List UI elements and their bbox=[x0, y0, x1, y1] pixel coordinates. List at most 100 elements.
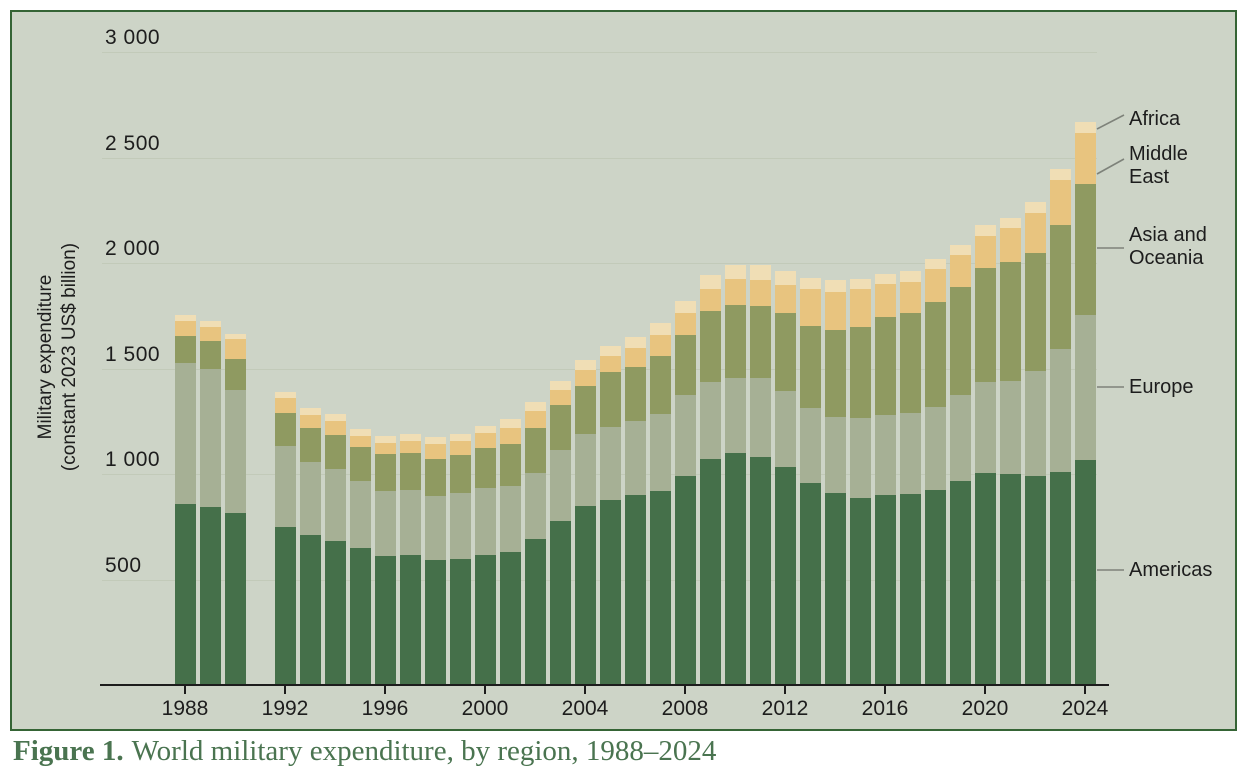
bar-2004-asia_oceania-segment bbox=[574, 386, 596, 435]
legend-label-europe: Europe bbox=[1129, 376, 1194, 398]
bar-1997-americas-segment bbox=[399, 555, 421, 685]
bar-1997-middle_east-segment bbox=[399, 440, 421, 453]
bar-2007-asia_oceania-segment bbox=[649, 356, 671, 415]
bar-1999 bbox=[449, 433, 471, 685]
bar-2024-asia_oceania-segment bbox=[1074, 184, 1096, 316]
bar-2020-africa-segment bbox=[974, 225, 996, 236]
bar-2002-asia_oceania-segment bbox=[524, 427, 546, 473]
x-axis-tick bbox=[984, 686, 986, 694]
bar-1993 bbox=[299, 408, 321, 685]
bar-2007-americas-segment bbox=[649, 491, 671, 685]
bar-2002-europe-segment bbox=[524, 472, 546, 540]
bar-1994-middle_east-segment bbox=[324, 420, 346, 435]
bar-2016-middle_east-segment bbox=[874, 283, 896, 318]
figure-caption: Figure 1. World military expenditure, by … bbox=[13, 735, 716, 768]
bar-2017-africa-segment bbox=[899, 271, 921, 282]
bar-1990-middle_east-segment bbox=[224, 339, 246, 360]
bar-2022-europe-segment bbox=[1024, 370, 1046, 477]
bar-1993-europe-segment bbox=[299, 461, 321, 536]
bar-2011 bbox=[749, 265, 771, 685]
bar-2010-americas-segment bbox=[724, 452, 746, 685]
bar-2008-europe-segment bbox=[674, 394, 696, 477]
bar-1995-middle_east-segment bbox=[349, 435, 371, 448]
bar-1989-middle_east-segment bbox=[199, 326, 221, 341]
bar-2021-americas-segment bbox=[999, 473, 1021, 685]
bar-2021-asia_oceania-segment bbox=[999, 261, 1021, 381]
gridline-2500 bbox=[102, 157, 1097, 159]
bar-1993-middle_east-segment bbox=[299, 414, 321, 428]
bar-1993-asia_oceania-segment bbox=[299, 427, 321, 462]
bar-1995-americas-segment bbox=[349, 548, 371, 685]
bar-2004-europe-segment bbox=[574, 434, 596, 507]
bar-1988 bbox=[174, 315, 196, 685]
bar-1990-europe-segment bbox=[224, 389, 246, 514]
bar-2014-americas-segment bbox=[824, 493, 846, 685]
x-axis-tick-label: 2000 bbox=[461, 697, 509, 720]
bar-2018 bbox=[924, 258, 946, 685]
bar-2010-africa-segment bbox=[724, 265, 746, 280]
bar-2022-asia_oceania-segment bbox=[1024, 252, 1046, 371]
bar-2021-africa-segment bbox=[999, 217, 1021, 228]
bar-2012 bbox=[774, 270, 796, 685]
bar-2014-middle_east-segment bbox=[824, 291, 846, 330]
bar-2015-europe-segment bbox=[849, 418, 871, 498]
bar-2002-africa-segment bbox=[524, 402, 546, 411]
bar-2000-americas-segment bbox=[474, 555, 496, 685]
bar-1999-middle_east-segment bbox=[449, 440, 471, 455]
bar-2024-americas-segment bbox=[1074, 460, 1096, 685]
bar-2009-asia_oceania-segment bbox=[699, 311, 721, 382]
bar-1992-americas-segment bbox=[274, 526, 296, 685]
bar-2022-americas-segment bbox=[1024, 476, 1046, 685]
bar-2001-africa-segment bbox=[499, 418, 521, 428]
bar-2002 bbox=[524, 402, 546, 685]
bar-2000-africa-segment bbox=[474, 425, 496, 434]
bar-1994-africa-segment bbox=[324, 413, 346, 421]
bar-2002-middle_east-segment bbox=[524, 410, 546, 428]
bar-2021-middle_east-segment bbox=[999, 227, 1021, 262]
bar-2010-asia_oceania-segment bbox=[724, 304, 746, 379]
bar-2009-americas-segment bbox=[699, 459, 721, 685]
bar-1997-asia_oceania-segment bbox=[399, 452, 421, 491]
bar-1989-americas-segment bbox=[199, 506, 221, 685]
bar-2008 bbox=[674, 300, 696, 685]
bar-1995-asia_oceania-segment bbox=[349, 447, 371, 482]
legend-label-middle-east: Middle East bbox=[1129, 143, 1188, 188]
bar-2008-americas-segment bbox=[674, 476, 696, 685]
bar-2007-africa-segment bbox=[649, 322, 671, 335]
bar-2013-europe-segment bbox=[799, 407, 821, 483]
bar-1996 bbox=[374, 435, 396, 685]
bar-2011-africa-segment bbox=[749, 265, 771, 281]
bar-1997-europe-segment bbox=[399, 490, 421, 555]
bar-2024 bbox=[1074, 122, 1096, 685]
bar-2019-asia_oceania-segment bbox=[949, 286, 971, 395]
bar-2009 bbox=[699, 274, 721, 685]
bar-2003-africa-segment bbox=[549, 380, 571, 391]
bar-2014 bbox=[824, 280, 846, 685]
bar-2022-middle_east-segment bbox=[1024, 212, 1046, 253]
bar-2018-middle_east-segment bbox=[924, 268, 946, 303]
bar-2012-europe-segment bbox=[774, 391, 796, 467]
bar-2016 bbox=[874, 273, 896, 685]
bar-2018-americas-segment bbox=[924, 490, 946, 685]
x-axis-tick-label: 2008 bbox=[661, 697, 709, 720]
y-axis-tick-label: 1 500 bbox=[105, 342, 161, 366]
bar-2021-europe-segment bbox=[999, 380, 1021, 474]
bar-2017-americas-segment bbox=[899, 494, 921, 685]
bar-2003-europe-segment bbox=[549, 450, 571, 522]
bar-2001-middle_east-segment bbox=[499, 427, 521, 444]
bar-2013-africa-segment bbox=[799, 277, 821, 290]
bar-1997-africa-segment bbox=[399, 433, 421, 441]
bar-1999-europe-segment bbox=[449, 492, 471, 559]
bar-2018-africa-segment bbox=[924, 258, 946, 269]
bar-2009-middle_east-segment bbox=[699, 288, 721, 312]
bar-1990 bbox=[224, 333, 246, 685]
bar-2014-asia_oceania-segment bbox=[824, 329, 846, 418]
bar-1999-asia_oceania-segment bbox=[449, 454, 471, 493]
bar-2015-middle_east-segment bbox=[849, 289, 871, 328]
bar-2017-europe-segment bbox=[899, 413, 921, 495]
x-axis-tick bbox=[484, 686, 486, 694]
bar-2016-europe-segment bbox=[874, 414, 896, 496]
bar-2002-americas-segment bbox=[524, 539, 546, 685]
chart-panel: 3 000 2 500 2 000 1 500 1 000 500 1988 1992 1996… bbox=[10, 10, 1237, 731]
